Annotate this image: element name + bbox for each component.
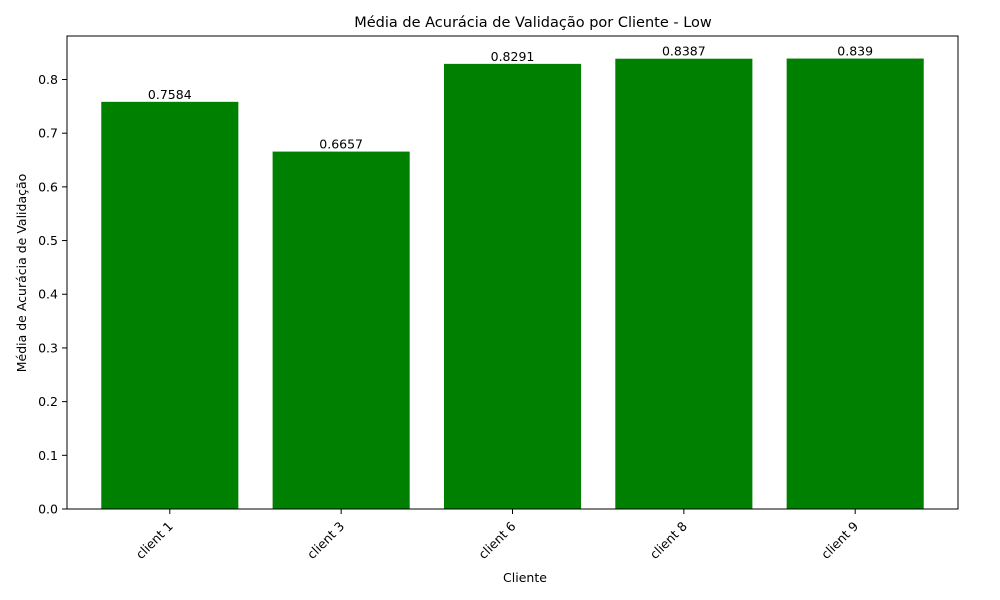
bar [615, 58, 753, 509]
y-tick-label: 0.1 [38, 448, 58, 463]
bars-group [101, 58, 924, 510]
y-tick-label: 0.5 [38, 233, 58, 248]
x-tick-label: client 6 [475, 518, 518, 561]
data-label: 0.8291 [491, 49, 535, 64]
bar [272, 151, 410, 509]
y-tick-label: 0.7 [38, 126, 58, 141]
y-tick-label: 0.4 [38, 287, 58, 302]
y-tick-label: 0.3 [38, 340, 58, 355]
x-tick-label: client 1 [133, 519, 176, 562]
y-tick-label: 0.6 [38, 179, 58, 194]
plot-frame [66, 35, 959, 510]
bar [786, 58, 924, 509]
data-label: 0.7584 [148, 87, 192, 102]
data-labels-group: 0.7584 0.6657 0.8291 0.8387 0.839 [148, 44, 873, 152]
data-label: 0.8387 [662, 44, 706, 59]
data-label: 0.6657 [319, 137, 363, 152]
x-tick-label: client 9 [818, 518, 861, 561]
y-tick-label: 0.0 [38, 502, 58, 517]
x-tick-label: client 8 [647, 518, 690, 561]
chart-title: Média de Acurácia de Validação por Clien… [354, 15, 712, 31]
x-tick-label: client 3 [304, 519, 347, 562]
x-axis-label: Cliente [503, 570, 547, 585]
bar [443, 63, 582, 509]
bar [101, 101, 239, 510]
data-label: 0.839 [837, 44, 873, 59]
y-axis-label: Média de Acurácia de Validação [14, 174, 29, 373]
y-tick-label: 0.2 [38, 394, 58, 409]
y-tick-label: 0.8 [38, 72, 58, 87]
